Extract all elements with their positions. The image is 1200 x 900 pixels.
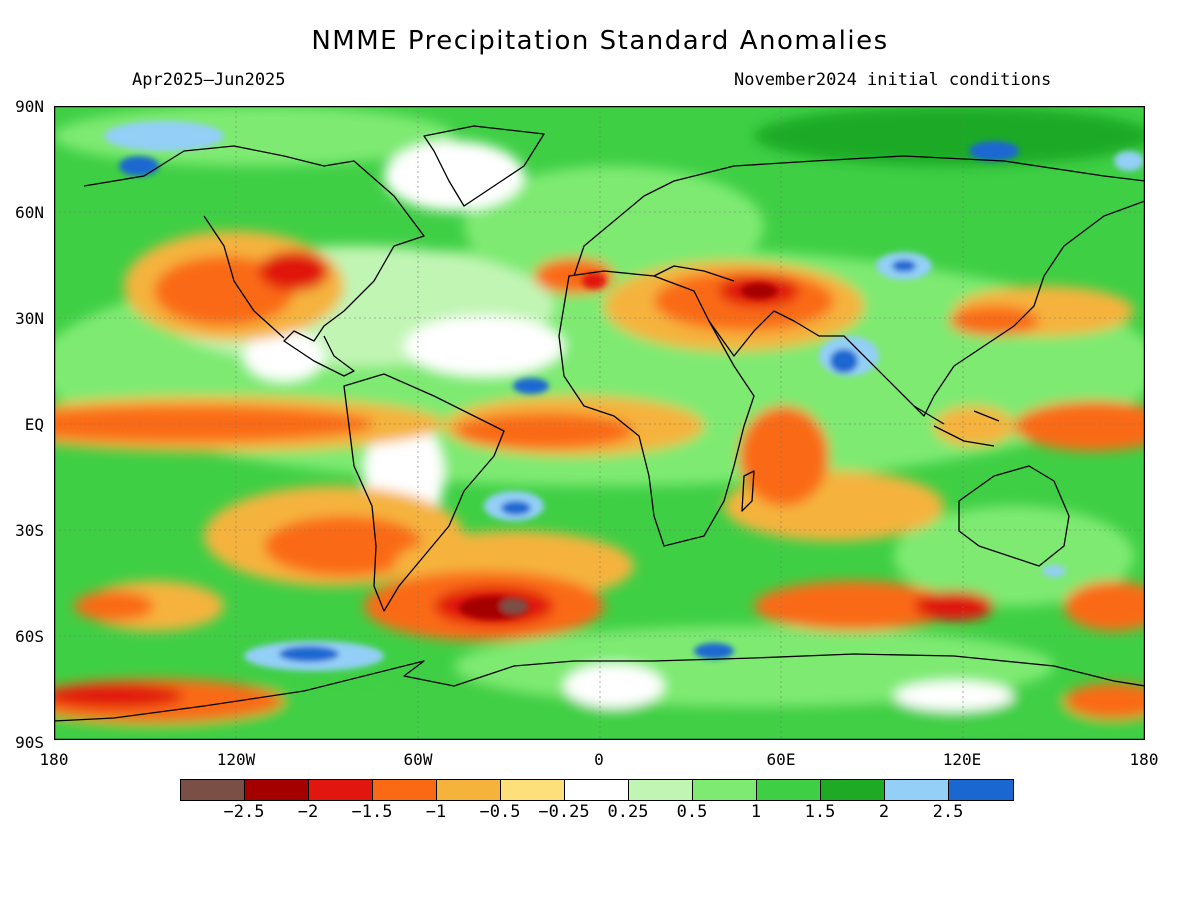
lat-label: 90S <box>15 733 44 752</box>
colorbar-label: 0.25 <box>607 802 649 822</box>
forecast-period: Apr2025–Jun2025 <box>132 70 286 90</box>
lon-label: 180 <box>39 750 69 769</box>
lat-label: 90N <box>15 97 44 116</box>
lat-label: 30S <box>15 521 44 540</box>
coastline-australia <box>958 465 1070 567</box>
colorbar-label: 0.5 <box>676 802 708 822</box>
anomaly-field <box>54 106 1145 740</box>
colorbar-label: −0.25 <box>538 802 590 822</box>
initial-conditions: November2024 initial conditions <box>734 70 1052 90</box>
colorbar-swatch <box>501 780 565 800</box>
colorbar-swatch <box>245 780 309 800</box>
colorbar-label: 1.5 <box>804 802 836 822</box>
graticule <box>54 106 1145 740</box>
anomaly-cores <box>104 121 1144 671</box>
coastline-south-america <box>343 373 505 612</box>
colorbar-swatch <box>373 780 437 800</box>
colorbar-swatch <box>565 780 629 800</box>
lon-label: 180 <box>1129 750 1159 769</box>
lon-label: 0 <box>594 750 604 769</box>
colorbar-swatch <box>949 780 1013 800</box>
colorbar-label: 2 <box>878 802 890 822</box>
colorbar-label: 2.5 <box>932 802 964 822</box>
lon-label: 60W <box>403 750 433 769</box>
coastline-africa <box>558 270 755 547</box>
lon-label: 120W <box>216 750 256 769</box>
colorbar-label: −2 <box>297 802 319 822</box>
colorbar <box>180 779 1014 801</box>
coastline-eurasia <box>573 155 1145 417</box>
coastlines <box>54 125 1145 722</box>
colorbar-label: −0.5 <box>479 802 521 822</box>
map-title: NMME Precipitation Standard Anomalies <box>311 26 889 56</box>
lon-label: 120E <box>942 750 982 769</box>
colorbar-swatch <box>629 780 693 800</box>
lat-label: EQ <box>24 415 44 434</box>
coastline-madagascar <box>741 470 755 512</box>
colorbar-label: −2.5 <box>223 802 265 822</box>
colorbar-swatch <box>885 780 949 800</box>
colorbar-swatch <box>757 780 821 800</box>
colorbar-swatch <box>821 780 885 800</box>
lat-label: 30N <box>15 309 44 328</box>
colorbar-swatch <box>437 780 501 800</box>
lon-label: 60E <box>766 750 796 769</box>
anomaly-map <box>54 106 1145 740</box>
colorbar-label: 1 <box>750 802 762 822</box>
colorbar-label: −1 <box>425 802 447 822</box>
coastline-north-america <box>83 145 425 377</box>
colorbar-swatch <box>181 780 245 800</box>
lat-label: 60S <box>15 627 44 646</box>
coastline-maritime-continent <box>913 405 1000 447</box>
colorbar-label: −1.5 <box>351 802 393 822</box>
coastline-antarctica <box>54 653 1145 722</box>
colorbar-swatch <box>693 780 757 800</box>
map-frame <box>54 106 1145 740</box>
coastline-greenland <box>423 125 545 207</box>
colorbar-swatch <box>309 780 373 800</box>
lat-label: 60N <box>15 203 44 222</box>
